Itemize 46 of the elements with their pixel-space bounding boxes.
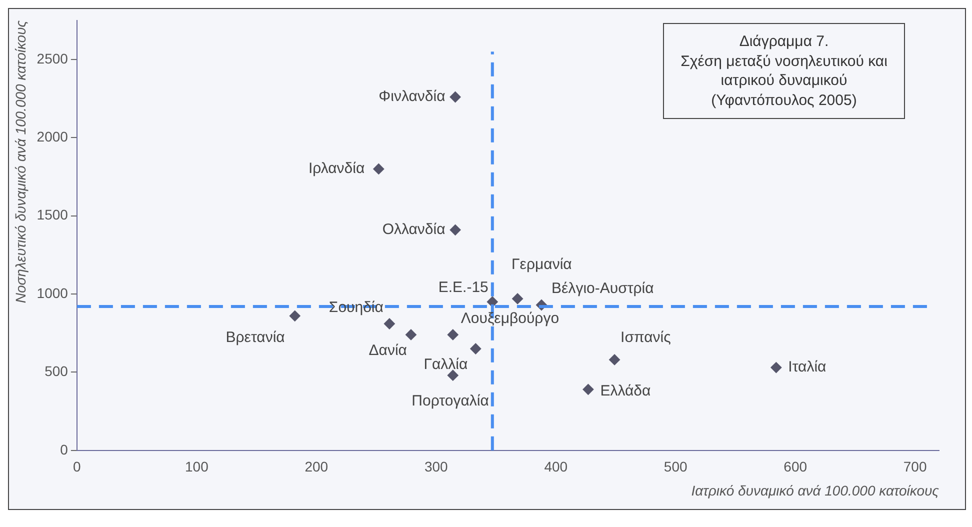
annotation: Φινλανδία — [378, 88, 446, 106]
x-axis-title: Ιατρικό δυναμικό ανά 100.000 κατοίκους — [691, 482, 940, 498]
x-tick-label: 100 — [184, 458, 209, 475]
annotation: Ε.Ε.-15 — [438, 278, 488, 296]
y-tick-label: 500 — [44, 363, 68, 380]
point — [770, 362, 782, 374]
point — [447, 329, 458, 340]
point — [609, 354, 620, 366]
point — [384, 318, 395, 330]
x-tick-label: 700 — [903, 458, 927, 475]
point — [582, 384, 594, 395]
point — [373, 163, 384, 174]
annotation: Ολλανδία — [382, 221, 446, 238]
annotation: Ιταλία — [788, 358, 827, 376]
annotation: Ισπανίς — [620, 328, 671, 346]
x-tick-label: 400 — [544, 458, 568, 475]
y-tick-label: 0 — [60, 441, 68, 458]
x-tick-label: 200 — [304, 458, 328, 475]
point — [450, 224, 461, 236]
point — [512, 293, 524, 304]
y-tick-label: 2500 — [36, 50, 68, 66]
annotation: Πορτογαλία — [412, 392, 490, 410]
point — [447, 370, 458, 381]
point — [470, 343, 482, 354]
x-tick-label: 300 — [424, 458, 448, 475]
annotation: Βέλγιο-Αυστρία — [551, 280, 654, 298]
annotation: Ελλάδα — [600, 382, 651, 400]
annotation: Γερμανία — [512, 256, 572, 273]
annotation: Ιρλανδία — [308, 160, 365, 178]
y-tick-label: 2000 — [36, 128, 68, 145]
point — [405, 329, 416, 340]
text: Διάγραμμα 7. — [738, 32, 830, 52]
annotation: Γαλλία — [424, 356, 468, 373]
annotation: Λουξεμβούργο — [460, 310, 560, 327]
y-axis-title: Νοσηλευτικό δυναμικό ανά 100.000 κατοίκους — [12, 20, 28, 304]
point — [450, 92, 461, 103]
y-tick-label: 1500 — [36, 206, 68, 223]
annotation: Σουηδία — [328, 298, 384, 316]
y-tick-label: 1000 — [36, 284, 68, 301]
x-tick-label: 0 — [73, 458, 82, 475]
x-tick-label: 500 — [664, 458, 688, 475]
point — [289, 310, 300, 322]
annotation: Βρετανία — [226, 329, 286, 346]
annotation: Δανία — [368, 342, 408, 359]
x-tick-label: 600 — [784, 458, 808, 475]
text: Σχέση μεταξύ νοσηλευτικού και ιατρικού δυναμικού (Υφαντόπουλος 2005) — [680, 52, 888, 110]
